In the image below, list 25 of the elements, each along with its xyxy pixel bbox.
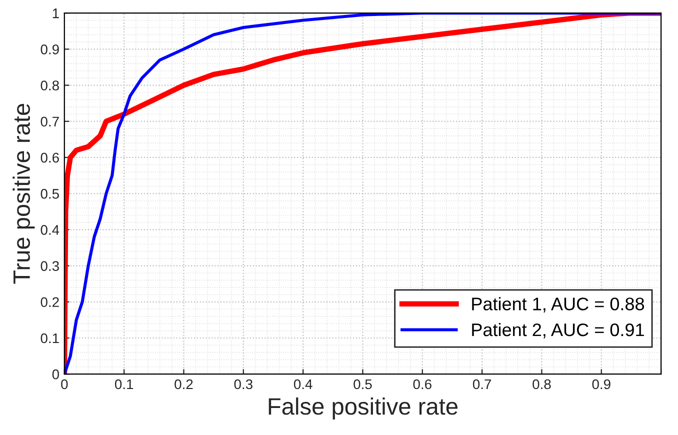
x-tick-label: 0.9 xyxy=(592,379,610,390)
y-tick-label: 0.9 xyxy=(40,44,59,54)
x-axis-title: False positive rate xyxy=(268,397,458,420)
x-tick-label: 0 xyxy=(61,379,68,390)
x-tick-label: 0.3 xyxy=(234,379,252,390)
legend-label: Patient 2, AUC = 0.91 xyxy=(472,322,644,338)
y-tick-label: 0.7 xyxy=(40,116,59,127)
y-tick-label: 0 xyxy=(52,369,60,380)
y-tick-label: 0.3 xyxy=(40,261,59,271)
x-tick-label: 0.6 xyxy=(413,379,432,390)
y-tick-label: 0.5 xyxy=(40,188,59,199)
y-tick-label: 0.2 xyxy=(40,297,59,308)
y-tick-label: 0.1 xyxy=(40,333,59,344)
y-tick-label: 1 xyxy=(52,8,59,18)
x-tick-label: 0.2 xyxy=(174,379,193,390)
x-tick-label: 0.4 xyxy=(294,379,312,390)
y-axis-title: True positive rate xyxy=(12,104,35,284)
y-tick-label: 0.4 xyxy=(40,225,60,235)
x-tick-label: 0.7 xyxy=(472,379,492,390)
legend-label: Patient 1, AUC = 0.88 xyxy=(472,297,644,313)
y-tick-label: 0.6 xyxy=(40,152,59,163)
x-tick-label: 0.8 xyxy=(532,379,551,390)
x-tick-label: 0.5 xyxy=(354,379,372,390)
x-tick-label: 0.1 xyxy=(114,379,134,390)
y-tick-label: 0.8 xyxy=(40,80,59,90)
